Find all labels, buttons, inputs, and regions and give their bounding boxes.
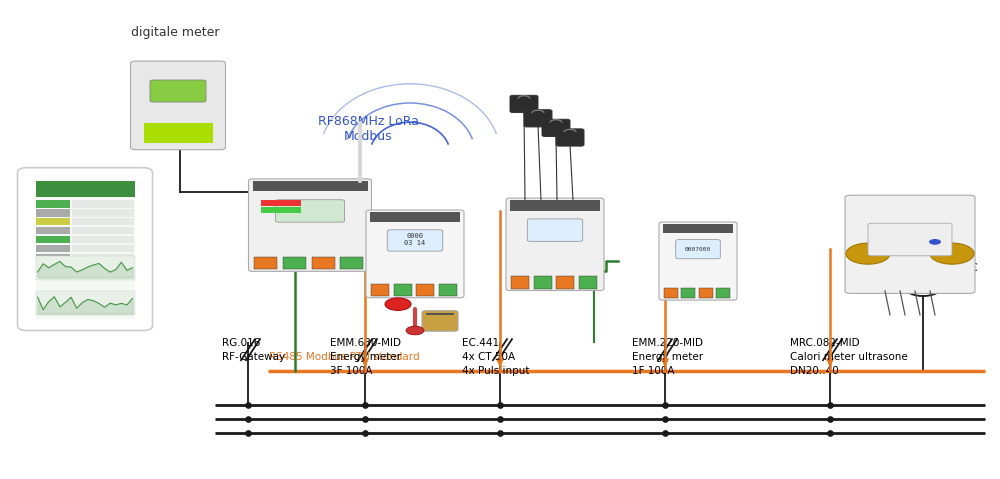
Bar [144,124,212,143]
Bar [36,245,70,252]
Text: RS485 Modbus RTU standard: RS485 Modbus RTU standard [269,352,420,362]
FancyBboxPatch shape [542,119,570,137]
Bar [36,209,70,217]
Circle shape [406,326,424,335]
Bar [416,284,434,296]
Bar [72,254,134,262]
Text: digitale meter: digitale meter [131,26,219,39]
Bar [36,218,70,226]
Bar [36,256,134,280]
FancyBboxPatch shape [18,168,153,331]
Bar [260,207,301,213]
Bar [510,200,600,211]
Text: EMM.220-MID
Energy meter
1F 100A: EMM.220-MID Energy meter 1F 100A [632,338,703,376]
Bar [72,236,134,243]
Bar [36,272,70,279]
Bar [36,263,70,270]
Bar [511,276,529,288]
Bar [36,236,70,243]
Bar [556,276,574,288]
Text: EMM.630-MID
Energy meter
3F 100A: EMM.630-MID Energy meter 3F 100A [330,338,401,376]
FancyBboxPatch shape [130,61,225,150]
Bar [72,200,134,207]
Bar [36,254,70,262]
FancyBboxPatch shape [506,198,604,290]
Bar [681,288,695,298]
FancyBboxPatch shape [527,219,583,241]
Text: RG.016
RF-Gateway: RG.016 RF-Gateway [222,338,285,362]
FancyBboxPatch shape [659,222,737,300]
Text: 24VDC: 24VDC [942,263,978,273]
Bar [439,284,457,296]
Bar [340,257,363,269]
Text: EC.441
4x CT 50A
4x Puls input: EC.441 4x CT 50A 4x Puls input [462,338,530,376]
FancyBboxPatch shape [510,95,538,113]
FancyBboxPatch shape [676,240,720,259]
Bar [72,272,134,279]
FancyBboxPatch shape [150,80,206,102]
Bar [699,288,713,298]
Bar [371,284,389,296]
Bar [36,181,134,319]
Circle shape [385,298,411,310]
Text: 0007000: 0007000 [685,248,711,252]
FancyBboxPatch shape [845,195,975,293]
Bar [72,209,134,217]
FancyBboxPatch shape [422,311,458,331]
FancyBboxPatch shape [387,230,443,251]
Bar [716,288,730,298]
Bar [72,263,134,270]
Bar [312,257,335,269]
Bar [664,288,678,298]
Bar [72,227,134,234]
Text: 0000
03 14: 0000 03 14 [404,233,426,246]
FancyBboxPatch shape [366,210,464,298]
Bar [283,257,306,269]
Circle shape [846,243,890,264]
Bar [534,276,552,288]
Bar [370,212,460,222]
Bar [254,257,277,269]
Bar [36,227,70,234]
Bar [663,224,733,233]
FancyBboxPatch shape [556,129,584,146]
Circle shape [929,239,941,245]
Bar [579,276,597,288]
Bar [36,200,70,207]
Bar [72,218,134,226]
Bar [260,200,301,205]
Text: 4x: 4x [554,261,568,271]
Text: MRC.082-MID
Calori meter ultrasone
DN20..40: MRC.082-MID Calori meter ultrasone DN20.… [790,338,908,376]
FancyBboxPatch shape [868,223,952,256]
FancyBboxPatch shape [524,110,552,127]
FancyBboxPatch shape [248,179,372,271]
Bar [36,181,134,197]
Text: RF868MHz LoRa
Modbus: RF868MHz LoRa Modbus [318,115,418,143]
Bar [394,284,412,296]
Bar [426,313,454,315]
FancyBboxPatch shape [275,200,345,222]
Bar [72,245,134,252]
Bar [252,181,368,192]
Circle shape [930,243,974,264]
Bar [36,291,134,315]
